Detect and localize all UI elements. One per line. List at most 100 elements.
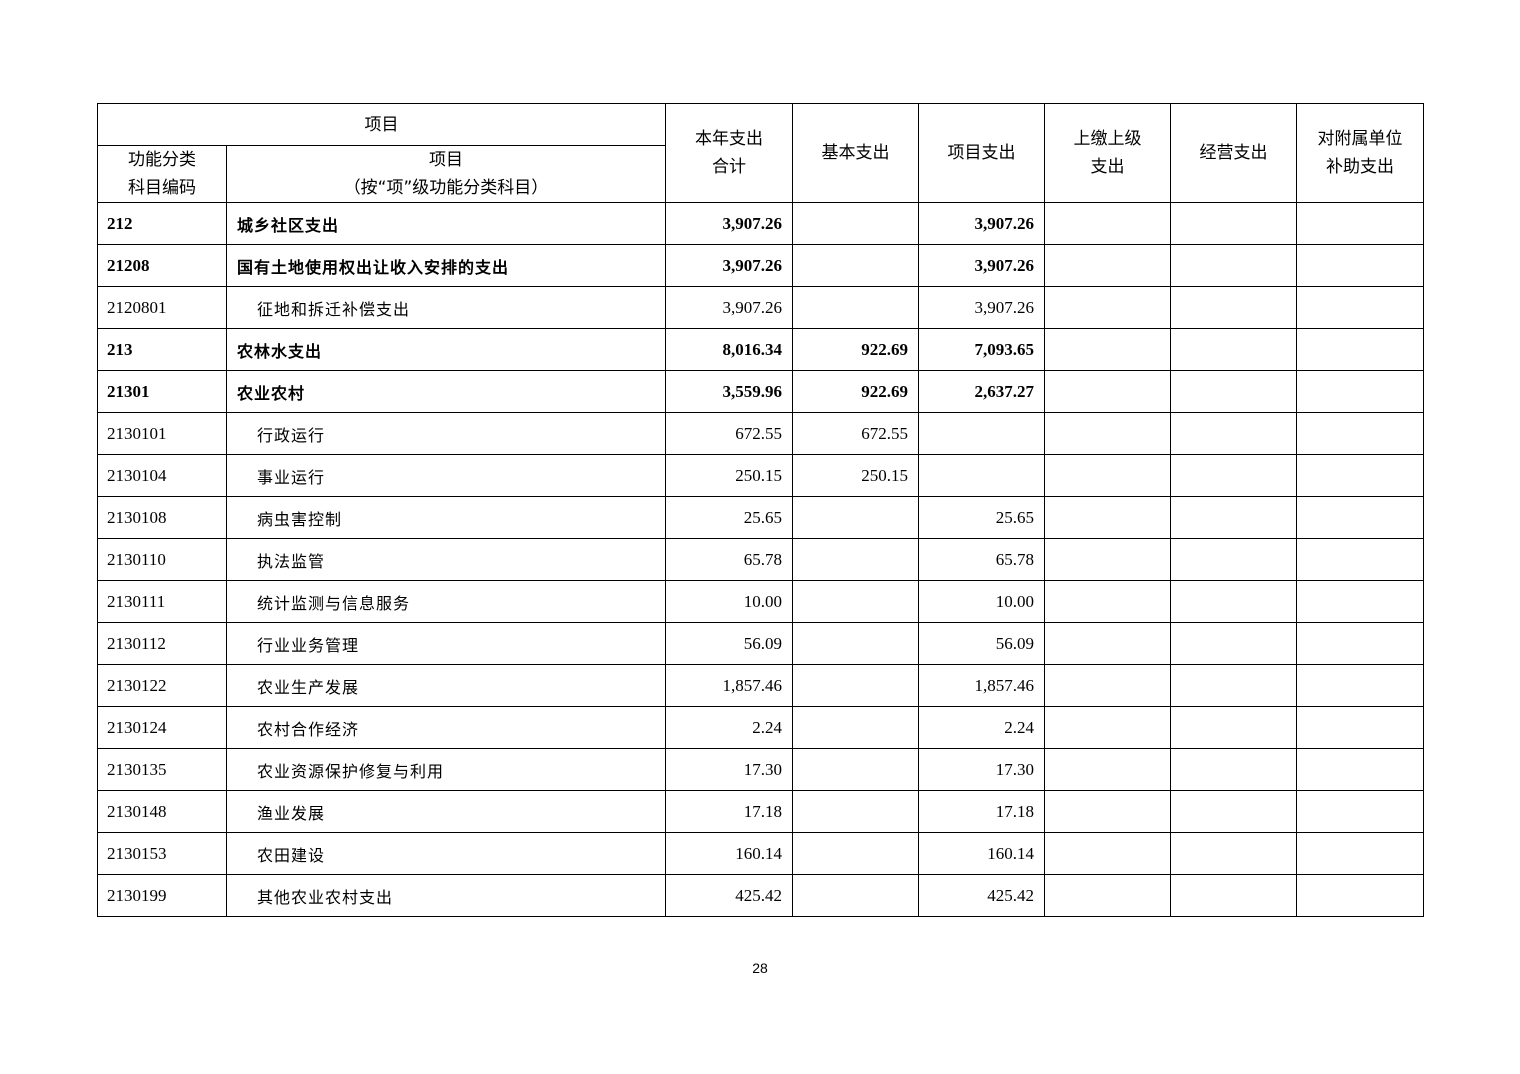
cell-name: 农林水支出 [226,328,666,371]
table-row: 2120801 征地和拆迁补偿支出 3,907.26 3,907.26 [97,286,1424,329]
cell-basic [792,202,919,245]
cell-project: 25.65 [918,496,1045,539]
cell-code: 2130148 [97,790,227,833]
table-row: 21301 农业农村 3,559.96 922.69 2,637.27 [97,370,1424,413]
cell-name: 行业业务管理 [226,622,666,665]
cell-basic [792,286,919,329]
cell-upper [1044,538,1171,581]
cell-project: 7,093.65 [918,328,1045,371]
cell-name: 事业运行 [226,454,666,497]
cell-code: 2130124 [97,706,227,749]
cell-subsidy [1296,748,1424,791]
cell-total: 17.30 [665,748,793,791]
table-row: 212 城乡社区支出 3,907.26 3,907.26 [97,202,1424,245]
cell-business [1170,202,1297,245]
cell-total: 8,016.34 [665,328,793,371]
table-row: 213 农林水支出 8,016.34 922.69 7,093.65 [97,328,1424,371]
cell-code: 2130153 [97,832,227,875]
cell-code: 2120801 [97,286,227,329]
table-body: 212 城乡社区支出 3,907.26 3,907.26 21208 国有土地使用权出让收… [97,202,1424,917]
header-upper: 上缴上级 支出 [1044,103,1171,203]
cell-code: 2130135 [97,748,227,791]
cell-basic [792,664,919,707]
cell-upper [1044,622,1171,665]
cell-business [1170,580,1297,623]
cell-upper [1044,790,1171,833]
table-row: 2130111 统计监测与信息服务 10.00 10.00 [97,580,1424,623]
cell-upper [1044,580,1171,623]
cell-basic [792,706,919,749]
cell-name: 农业资源保护修复与利用 [226,748,666,791]
cell-subsidy [1296,202,1424,245]
table-row: 2130124 农村合作经济 2.24 2.24 [97,706,1424,749]
cell-upper [1044,832,1171,875]
cell-name: 其他农业农村支出 [226,874,666,917]
cell-total: 17.18 [665,790,793,833]
cell-name: 农村合作经济 [226,706,666,749]
cell-project [918,412,1045,455]
cell-project: 1,857.46 [918,664,1045,707]
header-item: 项目 （按“项”级功能分类科目） [226,145,666,203]
cell-basic [792,874,919,917]
cell-upper [1044,202,1171,245]
cell-code: 2130122 [97,664,227,707]
cell-upper [1044,496,1171,539]
cell-project: 17.18 [918,790,1045,833]
page-number: 28 [752,960,768,976]
cell-project: 56.09 [918,622,1045,665]
cell-name: 渔业发展 [226,790,666,833]
cell-business [1170,790,1297,833]
cell-subsidy [1296,244,1424,287]
header-code: 功能分类 科目编码 [97,145,227,203]
cell-subsidy [1296,454,1424,497]
cell-total: 10.00 [665,580,793,623]
table-row: 2130135 农业资源保护修复与利用 17.30 17.30 [97,748,1424,791]
table-row: 2130153 农田建设 160.14 160.14 [97,832,1424,875]
cell-basic: 922.69 [792,328,919,371]
cell-upper [1044,664,1171,707]
cell-business [1170,454,1297,497]
cell-upper [1044,244,1171,287]
header-business: 经营支出 [1170,103,1297,203]
cell-name: 城乡社区支出 [226,202,666,245]
cell-total: 672.55 [665,412,793,455]
header-project: 项目支出 [918,103,1045,203]
cell-subsidy [1296,580,1424,623]
cell-subsidy [1296,664,1424,707]
cell-project: 10.00 [918,580,1045,623]
cell-name: 农田建设 [226,832,666,875]
cell-basic [792,496,919,539]
cell-basic [792,622,919,665]
cell-project: 65.78 [918,538,1045,581]
cell-business [1170,538,1297,581]
table-row: 2130110 执法监管 65.78 65.78 [97,538,1424,581]
cell-total: 65.78 [665,538,793,581]
cell-total: 3,559.96 [665,370,793,413]
cell-code: 2130199 [97,874,227,917]
cell-total: 3,907.26 [665,202,793,245]
cell-business [1170,328,1297,371]
cell-business [1170,244,1297,287]
cell-business [1170,664,1297,707]
cell-total: 2.24 [665,706,793,749]
cell-total: 3,907.26 [665,244,793,287]
cell-upper [1044,706,1171,749]
cell-subsidy [1296,496,1424,539]
cell-name: 执法监管 [226,538,666,581]
cell-code: 2130108 [97,496,227,539]
cell-total: 1,857.46 [665,664,793,707]
cell-business [1170,832,1297,875]
cell-basic: 250.15 [792,454,919,497]
cell-project: 3,907.26 [918,244,1045,287]
cell-business [1170,622,1297,665]
header-item-group: 项目 [97,103,666,146]
cell-total: 160.14 [665,832,793,875]
cell-subsidy [1296,832,1424,875]
cell-upper [1044,370,1171,413]
cell-upper [1044,748,1171,791]
expenditure-table: 项目 本年支出 合计 基本支出 项目支出 上缴上级 支出 经营支出 对附属单位 补助支… [97,103,1424,917]
table-row: 2130108 病虫害控制 25.65 25.65 [97,496,1424,539]
cell-total: 250.15 [665,454,793,497]
cell-total: 3,907.26 [665,286,793,329]
cell-code: 213 [97,328,227,371]
